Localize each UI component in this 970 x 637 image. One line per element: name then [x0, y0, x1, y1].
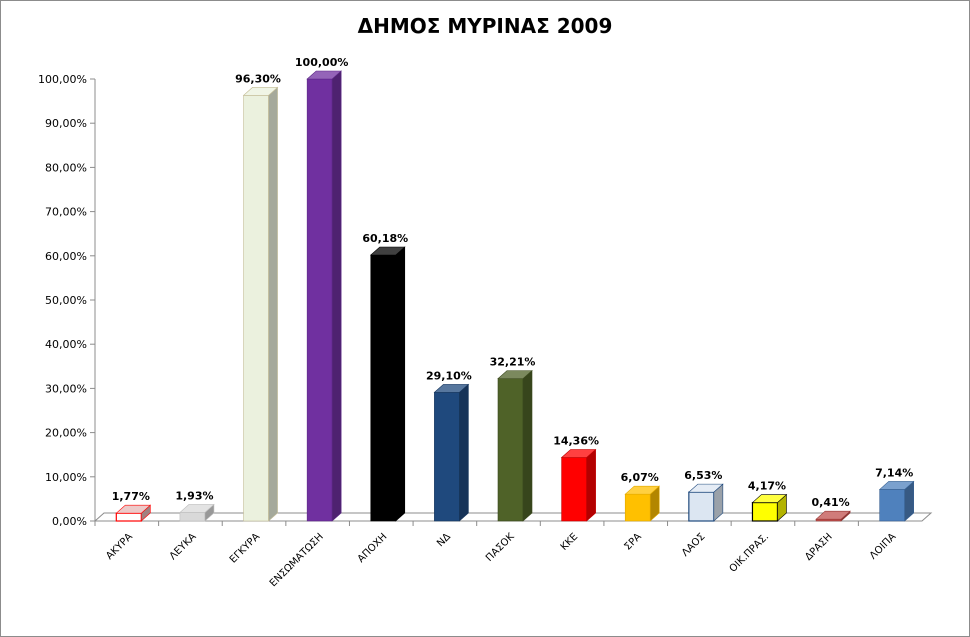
bar: [879, 489, 905, 522]
bar-top: [242, 87, 279, 96]
x-tick-label: ΟΙΚ.ΠΡΑΣ.: [728, 531, 771, 574]
bar-top: [560, 449, 597, 458]
x-tick-label: ΚΚΕ: [559, 531, 581, 553]
bar-top: [751, 494, 788, 503]
y-tick-label: 20,00%: [45, 427, 87, 440]
bar-top: [497, 370, 533, 379]
data-label: 6,07%: [621, 471, 659, 484]
bar-top: [179, 504, 215, 513]
data-label: 1,77%: [112, 490, 150, 503]
x-tick-label: ΑΚΥΡΑ: [104, 531, 135, 562]
bar: [688, 491, 715, 522]
data-label: 0,41%: [811, 496, 849, 509]
data-label: 4,17%: [748, 480, 786, 493]
bar: [434, 392, 460, 522]
bar-top: [433, 384, 470, 393]
bar: [561, 457, 587, 522]
x-tick-label: ΛΕΥΚΑ: [168, 531, 199, 562]
data-label: 32,21%: [490, 356, 536, 369]
x-tick-label: ΝΔ: [435, 531, 453, 549]
y-tick-label: 0,00%: [52, 515, 87, 528]
bar-top: [688, 483, 724, 493]
bar-top: [115, 504, 152, 514]
x-tick-label: ΛΑΟΣ: [680, 531, 707, 558]
y-tick-label: 90,00%: [45, 117, 87, 130]
x-tick-label: ΕΝΣΩΜΑΤΩΣΗ: [268, 531, 326, 589]
data-label: 29,10%: [426, 369, 472, 382]
y-tick-label: 60,00%: [45, 250, 87, 263]
data-label: 60,18%: [362, 232, 408, 245]
bar-side: [459, 383, 469, 522]
x-tick-label: ΛΟΙΠΑ: [868, 531, 899, 562]
y-tick-label: 70,00%: [45, 206, 87, 219]
x-tick-label: ΕΓΚΥΡΑ: [228, 531, 262, 565]
data-label: 14,36%: [553, 435, 599, 448]
x-tick-label: ΔΡΑΣΗ: [803, 531, 835, 563]
y-tick-label: 100,00%: [38, 73, 87, 86]
bar: [179, 512, 206, 522]
y-tick-label: 40,00%: [45, 338, 87, 351]
bar-top: [306, 70, 342, 80]
data-label: 100,00%: [295, 56, 348, 69]
bar-side: [522, 369, 533, 522]
bar-side: [268, 86, 278, 522]
x-tick-label: ΠΑΣΟΚ: [484, 531, 517, 564]
data-label: 1,93%: [175, 489, 213, 502]
bar: [370, 254, 397, 522]
bar-top: [815, 510, 851, 520]
y-tick-label: 80,00%: [45, 161, 87, 174]
bar-top: [369, 246, 406, 256]
data-label: 96,30%: [235, 72, 281, 85]
bar-side: [331, 70, 342, 522]
y-tick-label: 50,00%: [45, 294, 87, 307]
y-tick-label: 10,00%: [45, 471, 87, 484]
x-tick-label: ΣΡΑ: [622, 531, 643, 552]
bar: [751, 501, 779, 522]
x-tick-label: ΑΠΟΧΗ: [356, 531, 390, 565]
y-tick-label: 30,00%: [45, 382, 87, 395]
bar: [243, 95, 269, 522]
bar-top: [878, 481, 915, 490]
bar-side: [586, 448, 596, 522]
bar: [115, 512, 142, 522]
bar-side: [395, 246, 406, 522]
data-label: 6,53%: [684, 469, 722, 482]
bar: [306, 78, 333, 522]
bar: [497, 378, 524, 522]
bar-top: [624, 485, 661, 495]
chart-title: ΔΗΜΟΣ ΜΥΡΙΝΑΣ 2009: [357, 14, 613, 38]
data-label: 7,14%: [875, 466, 913, 479]
bar: [624, 493, 651, 522]
